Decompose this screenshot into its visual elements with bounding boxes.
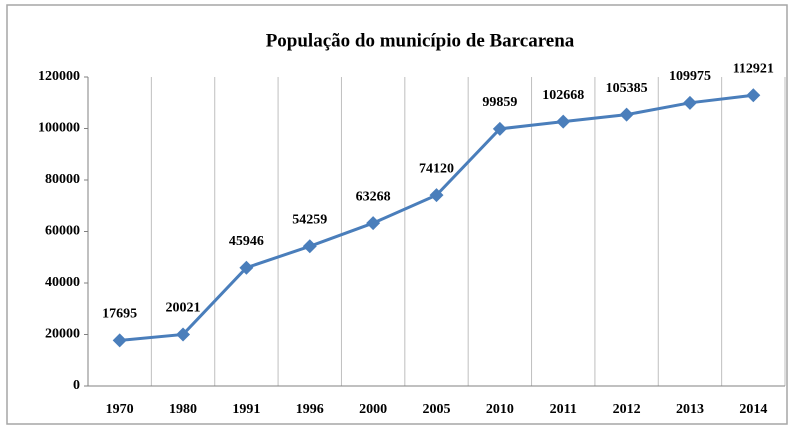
data-label: 99859 [482, 95, 517, 110]
x-tick-label: 2000 [359, 402, 387, 417]
x-tick-label: 1991 [232, 402, 260, 417]
data-label: 112921 [733, 61, 774, 76]
data-label: 17695 [102, 307, 137, 322]
data-point [112, 333, 127, 348]
x-tick-label: 1970 [106, 402, 134, 417]
x-tick-label: 2012 [613, 402, 641, 417]
y-tick-label: 0 [73, 378, 80, 393]
data-label: 54259 [292, 213, 327, 228]
x-tick-label: 2011 [550, 402, 577, 417]
data-point [366, 216, 381, 231]
x-tick-label: 2010 [486, 402, 514, 417]
data-label: 109975 [669, 69, 711, 84]
data-point [682, 95, 697, 110]
data-label: 105385 [606, 81, 648, 96]
y-tick-label: 80000 [45, 172, 80, 187]
data-label: 45946 [229, 234, 264, 249]
data-point [619, 107, 634, 122]
data-label: 74120 [419, 161, 454, 176]
x-tick-label: 1996 [296, 402, 324, 417]
y-tick-label: 40000 [45, 275, 80, 290]
data-point [176, 327, 191, 342]
chart-title: População do município de Barcarena [266, 30, 575, 51]
x-tick-label: 2005 [423, 402, 451, 417]
y-tick-label: 20000 [45, 327, 80, 342]
y-tick-label: 120000 [38, 69, 80, 84]
data-point [302, 239, 317, 254]
data-point [746, 88, 761, 103]
chart-frame [6, 4, 788, 425]
x-tick-label: 2014 [739, 402, 767, 417]
data-point [556, 114, 571, 129]
data-label: 20021 [166, 301, 201, 316]
data-label: 102668 [542, 88, 584, 103]
y-tick-label: 60000 [45, 224, 80, 239]
x-tick-label: 1980 [169, 402, 197, 417]
data-point [239, 260, 254, 275]
y-tick-label: 100000 [38, 121, 80, 136]
data-label: 63268 [356, 189, 391, 204]
data-point [429, 188, 444, 203]
x-tick-label: 2013 [676, 402, 704, 417]
data-point [492, 121, 507, 136]
